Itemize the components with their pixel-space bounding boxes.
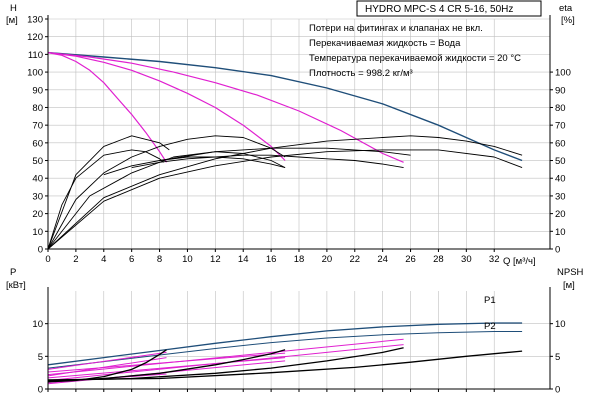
x-tick-label: 12 [210,254,221,265]
x-tick-label: 10 [182,254,193,265]
y-left-tick-label: 30 [32,191,43,202]
y-right-tick-label: 30 [555,191,566,202]
y-right-tick-label: 5 [555,352,560,363]
efficiency-curve [47,149,164,250]
y-right-tick-label: 100 [555,68,571,79]
y-right-tick-label: 60 [555,138,566,149]
x-tick-label: 4 [101,254,106,265]
x-tick-label: 24 [377,254,388,265]
y-left-tick-label: 40 [32,174,43,185]
flow-axis-label: Q [м³/ч] [503,256,536,267]
note-fittings: Потери на фитингах и клапанах не вкл. [309,23,483,34]
x-tick-label: 32 [489,254,500,265]
efficiency-curve [47,135,523,250]
eta-axis-unit: [%] [561,15,575,26]
y-left-tick-label: 110 [28,50,43,61]
npsh-curve [47,349,286,382]
y-left-tick-label: 0 [38,245,43,256]
npsh-curve [47,350,523,381]
x-tick-label: 2 [73,254,78,265]
efficiency-curve [47,149,523,250]
x-tick-label: 18 [294,254,305,265]
series-label-p2: P2 [484,321,496,332]
y-left-tick-label: 100 [27,68,43,79]
power-axis-unit: [кВт] [6,280,26,291]
x-tick-label: 28 [433,254,444,265]
y-left-tick-label: 120 [27,32,43,43]
y-left-tick-label: 80 [32,103,43,114]
y-right-tick-label: 70 [555,121,566,132]
x-tick-label: 22 [349,254,360,265]
note-liquid: Перекачиваемая жидкость = Вода [309,38,461,49]
y-left-tick-label: 10 [32,227,43,238]
x-tick-label: 16 [266,254,277,265]
chart-title: HYDRO MPC-S 4 CR 5-16, 50Hz [365,4,513,15]
efficiency-curve [47,135,286,250]
efficiency-curve [103,156,286,176]
y-right-tick-label: 50 [555,156,566,167]
y-left-tick-label: 20 [32,209,43,220]
power-p2-curve [47,331,523,369]
y-right-tick-label: 10 [555,227,566,238]
x-tick-label: 0 [45,254,50,265]
note-density: Плотность = 998.2 кг/м³ [309,68,413,79]
note-temperature: Температура перекачиваемой жидкости = 20… [309,53,521,64]
y-right-tick-label: 80 [555,103,566,114]
y-left-tick-label: 50 [32,156,43,167]
head-curve-reduced [47,52,168,163]
x-tick-label: 30 [461,254,472,265]
efficiency-curve [159,147,411,161]
y-right-tick-label: 40 [555,174,566,185]
y-left-tick-label: 130 [27,15,43,26]
power-curve-reduced [47,357,167,377]
x-tick-label: 8 [157,254,162,265]
eta-axis-title: eta [559,3,573,14]
x-tick-label: 6 [129,254,134,265]
head-axis-unit: [м] [6,15,18,26]
power-axis-title: P [10,267,16,278]
x-tick-label: 20 [322,254,333,265]
x-tick-label: 26 [405,254,416,265]
npsh-axis-title: NPSH [557,267,584,278]
power-curve-reduced [47,351,167,370]
y-right-tick-label: 20 [555,209,566,220]
y-left-tick-label: 0 [38,385,43,396]
power-p1-curve [47,322,523,366]
power-curve-reduced [47,338,404,376]
head-curve-max [47,51,523,162]
series-label-p1: P1 [484,295,496,306]
x-tick-label: 14 [238,254,249,265]
y-left-tick-label: 70 [32,121,43,132]
efficiency-curve [131,154,404,169]
y-right-tick-label: 90 [555,85,566,96]
y-right-tick-label: 0 [555,245,560,256]
head-curve-reduced [47,52,286,161]
y-left-tick-label: 5 [38,352,43,363]
npsh-axis-unit: [м] [563,280,575,291]
y-left-tick-label: 10 [32,319,43,330]
title-box [356,0,542,17]
y-left-tick-label: 90 [32,85,43,96]
y-right-tick-label: 0 [555,385,560,396]
y-right-tick-label: 10 [555,319,566,330]
y-left-tick-label: 60 [32,138,43,149]
head-axis-title: H [10,3,17,14]
efficiency-curve [47,151,286,250]
head-curve-reduced [47,52,404,163]
